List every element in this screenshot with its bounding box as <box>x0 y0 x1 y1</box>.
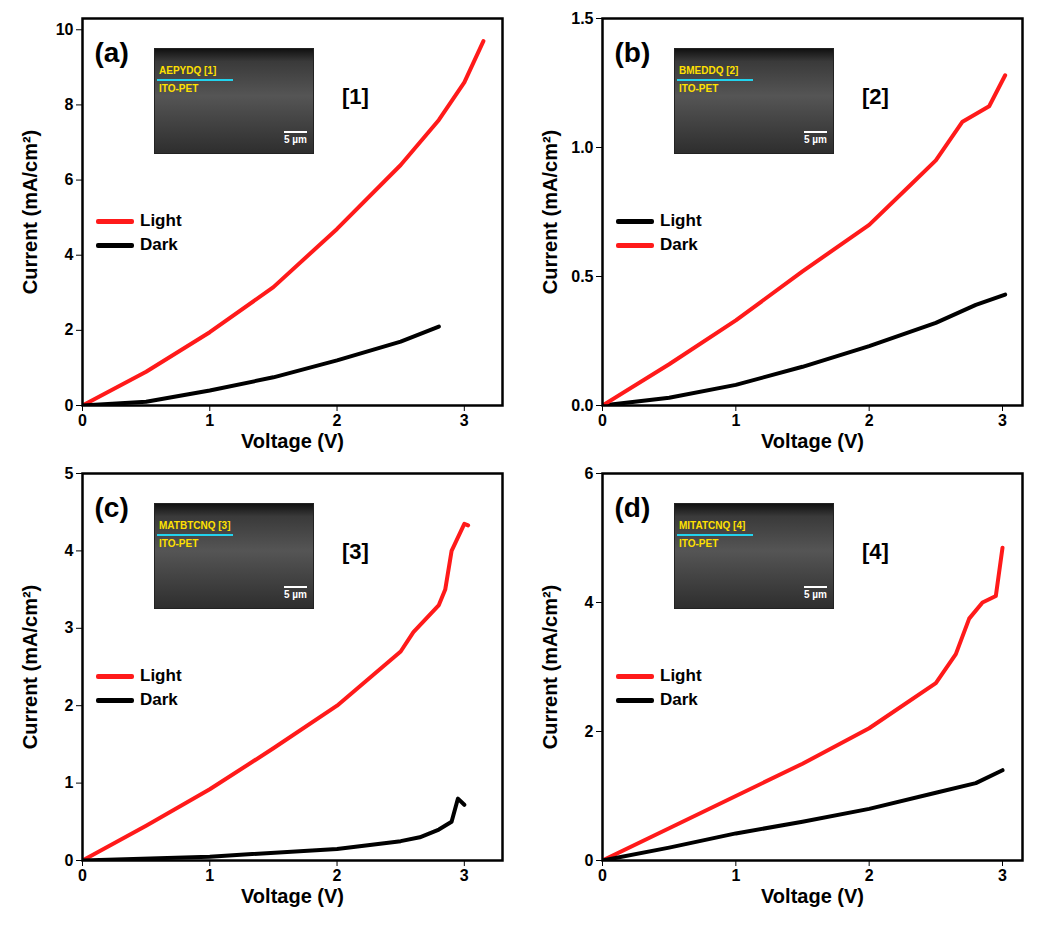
svg-text:Current (mA/cm²): Current (mA/cm²) <box>539 585 561 749</box>
svg-text:Current (mA/cm²): Current (mA/cm²) <box>19 585 41 749</box>
html-text:BMEDDQ [2]: BMEDDQ [2] <box>679 65 739 76</box>
svg-text:3: 3 <box>998 412 1007 429</box>
svg-text:Voltage (V): Voltage (V) <box>761 430 864 452</box>
html-text:[3]: [3] <box>342 539 369 564</box>
html-text:ITO-PET: ITO-PET <box>159 83 199 94</box>
html-text:ITO-PET: ITO-PET <box>679 83 719 94</box>
html-text:MITATCNQ [4]: MITATCNQ [4] <box>679 520 746 531</box>
html-text:MATBTCNQ [3]: MATBTCNQ [3] <box>159 520 231 531</box>
svg-text:1: 1 <box>65 774 74 791</box>
svg-text:4: 4 <box>65 542 74 559</box>
html-text:Dark: Dark <box>140 235 178 254</box>
html-text:5 µm: 5 µm <box>804 134 827 145</box>
svg-text:1: 1 <box>731 867 740 884</box>
svg-text:(b): (b) <box>615 37 651 68</box>
svg-text:3: 3 <box>460 412 469 429</box>
svg-text:(d): (d) <box>615 492 651 523</box>
html-text:[1]: [1] <box>342 84 369 109</box>
html-text:5 µm: 5 µm <box>284 134 307 145</box>
html-text:Light: Light <box>660 211 702 230</box>
svg-text:3: 3 <box>65 619 74 636</box>
html-text:Light: Light <box>140 666 182 685</box>
svg-text:Current (mA/cm²): Current (mA/cm²) <box>19 130 41 294</box>
svg-text:2: 2 <box>65 697 74 714</box>
html-text:Light: Light <box>140 211 182 230</box>
svg-text:5: 5 <box>65 465 74 482</box>
html-text:Light: Light <box>660 666 702 685</box>
svg-text:2: 2 <box>65 321 74 338</box>
svg-text:1: 1 <box>731 412 740 429</box>
svg-text:8: 8 <box>65 96 74 113</box>
svg-text:2: 2 <box>865 412 874 429</box>
svg-text:4: 4 <box>585 594 594 611</box>
html-text:Dark: Dark <box>660 690 698 709</box>
svg-text:1.5: 1.5 <box>571 10 593 27</box>
svg-text:1: 1 <box>205 412 214 429</box>
html-text:[2]: [2] <box>862 84 889 109</box>
svg-text:2: 2 <box>333 867 342 884</box>
html-text:AEPYDQ [1]: AEPYDQ [1] <box>159 65 217 76</box>
svg-text:(c): (c) <box>95 492 129 523</box>
html-text:[4]: [4] <box>862 539 889 564</box>
svg-text:2: 2 <box>585 723 594 740</box>
svg-text:1: 1 <box>205 867 214 884</box>
svg-text:Voltage (V): Voltage (V) <box>761 885 864 907</box>
html-text:ITO-PET: ITO-PET <box>679 538 719 549</box>
svg-text:4: 4 <box>65 246 74 263</box>
svg-text:Current (mA/cm²): Current (mA/cm²) <box>539 130 561 294</box>
html-text:Dark: Dark <box>140 690 178 709</box>
svg-text:0: 0 <box>65 397 74 414</box>
svg-text:10: 10 <box>56 21 74 38</box>
html-text:ITO-PET: ITO-PET <box>159 538 199 549</box>
svg-text:0.5: 0.5 <box>571 268 593 285</box>
svg-text:0: 0 <box>598 867 607 884</box>
svg-text:2: 2 <box>333 412 342 429</box>
svg-text:Voltage (V): Voltage (V) <box>241 430 344 452</box>
svg-text:1.0: 1.0 <box>571 139 593 156</box>
svg-text:0: 0 <box>78 412 87 429</box>
svg-text:0: 0 <box>598 412 607 429</box>
svg-text:2: 2 <box>865 867 874 884</box>
svg-text:6: 6 <box>585 465 594 482</box>
svg-text:0.0: 0.0 <box>571 397 593 414</box>
svg-text:0: 0 <box>78 867 87 884</box>
html-text:5 µm: 5 µm <box>284 589 307 600</box>
svg-text:6: 6 <box>65 171 74 188</box>
html-text:5 µm: 5 µm <box>804 589 827 600</box>
svg-text:3: 3 <box>460 867 469 884</box>
svg-text:Voltage (V): Voltage (V) <box>241 885 344 907</box>
svg-text:0: 0 <box>585 852 594 869</box>
svg-text:3: 3 <box>998 867 1007 884</box>
html-text:Dark: Dark <box>660 235 698 254</box>
svg-text:(a): (a) <box>95 37 129 68</box>
svg-text:0: 0 <box>65 852 74 869</box>
